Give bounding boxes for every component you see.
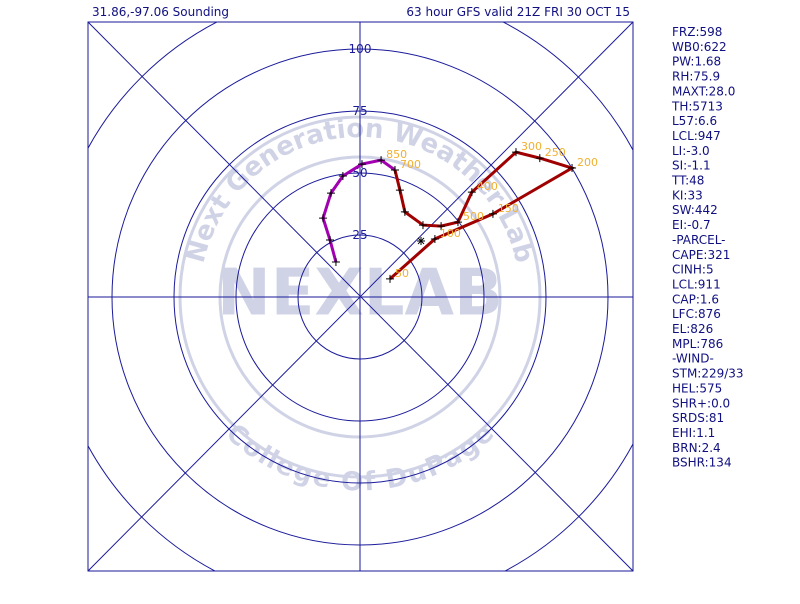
parameter: BSHR:134 [672,456,732,470]
level-label: 150 [498,202,519,215]
title-left: 31.86,-97.06 Sounding [92,5,229,19]
hodograph-line [321,158,396,263]
ring [111,48,609,546]
parameter: SW:442 [672,203,718,217]
level-marker [437,222,446,231]
parameter: L57:6.6 [672,114,717,128]
level-marker [326,189,335,198]
parameter: LCL:947 [672,129,721,143]
parameter: EHI:1.1 [672,426,715,440]
parameter: CINH:5 [672,263,714,277]
level-marker [400,207,409,216]
level-label: 700 [400,158,421,171]
parameter: TH:5713 [671,99,723,113]
level-marker [377,156,386,165]
ring [297,234,423,360]
level-marker [511,148,520,157]
parameter: EL:826 [672,322,713,336]
ring-label: 75 [352,104,367,118]
parameter: FRZ:598 [672,25,722,39]
ring-label: 25 [352,228,367,242]
parameter: TT:48 [671,174,704,188]
frame [87,21,634,572]
parameter: -WIND- [672,352,714,366]
level-label: 500 [463,210,484,223]
level-label: 300 [521,140,542,153]
parameter: STM:229/33 [672,367,744,381]
level-label: 400 [477,180,498,193]
parameter: RH:75.9 [672,70,720,84]
parameter: SI:-1.1 [672,159,711,173]
level-marker [325,235,334,244]
level-marker [319,214,328,223]
level-marker [395,186,404,195]
level-label: 200 [577,156,598,169]
level-marker [568,164,577,173]
level-marker [331,258,340,267]
parameter: LI:-3.0 [672,144,710,158]
level-marker [390,166,399,175]
ring-label: 50 [352,166,367,180]
level-marker [453,218,462,227]
storm-motion [417,236,426,245]
parameter: LCL:911 [672,277,721,291]
level-label: 250 [545,146,566,159]
level-marker [418,221,427,230]
rings [88,22,633,571]
parameter: -PARCEL- [672,233,726,247]
level-marker [488,209,497,218]
level-label: 850 [386,148,407,161]
parameter: SHR+:0.0 [672,396,730,410]
ring [173,110,547,484]
parameter: HEL:575 [672,381,722,395]
parameter: WB0:622 [672,40,727,54]
title-right: 63 hour GFS valid 21Z FRI 30 OCT 15 [406,5,630,19]
level-marker [386,274,395,283]
ring [235,172,485,422]
level-marker [357,160,366,169]
ring-label: 100 [349,42,372,56]
level-marker [430,234,439,243]
parameter: EI:-0.7 [672,218,711,232]
parameter: MPL:786 [672,337,723,351]
parameter: CAP:1.6 [672,292,719,306]
parameter: MAXT:28.0 [672,84,735,98]
parameter: KI:33 [672,188,703,202]
parameter: BRN:2.4 [672,441,721,455]
level-marker [467,188,476,197]
level-label: 50 [395,267,409,280]
level-marker [338,171,347,180]
level-marker [535,154,544,163]
parameter: CAPE:321 [672,248,730,262]
parameter: SRDS:81 [672,411,724,425]
level-label: 100 [440,227,461,240]
parameter: PW:1.68 [672,55,721,69]
parameter: LFC:876 [672,307,721,321]
